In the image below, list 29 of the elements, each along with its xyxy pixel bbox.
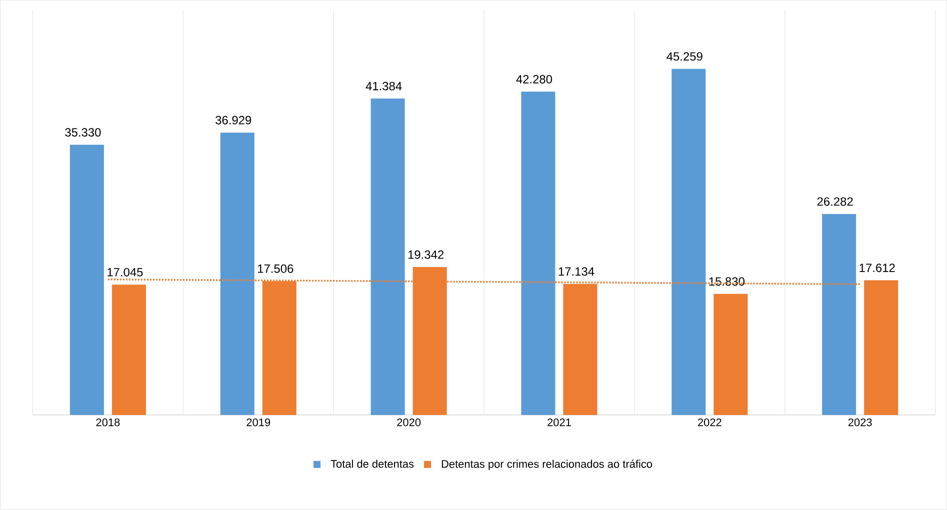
bar: [112, 284, 146, 416]
data-label: 42.280: [516, 75, 552, 84]
data-label: 17.134: [558, 267, 594, 276]
bar: [370, 98, 405, 416]
x-tick-label: 2018: [96, 418, 120, 426]
bar: [822, 214, 856, 416]
x-tick-label: 2022: [698, 418, 722, 426]
data-label: 17.506: [258, 264, 294, 274]
data-label: 36.929: [216, 116, 252, 125]
bar: [521, 92, 556, 416]
data-label: 19.342: [408, 250, 444, 259]
bar: [864, 280, 898, 416]
data-label: 15.830: [709, 277, 744, 286]
legend-label: Detentas por crimes relacionados ao tráfico: [442, 460, 652, 470]
data-label: 35.330: [65, 128, 101, 137]
bar: [672, 69, 706, 416]
x-tick-label: 2021: [548, 418, 571, 426]
data-label: 26.282: [817, 197, 853, 206]
data-label: 17.612: [860, 264, 895, 272]
data-label: 17.045: [108, 268, 143, 277]
legend-label: Total de detentas: [330, 460, 414, 468]
x-tick-label: 2023: [848, 418, 872, 426]
x-tick-label: 2019: [246, 418, 270, 426]
bar: [714, 294, 748, 416]
data-label: 45.259: [666, 52, 702, 61]
data-label: 41.384: [366, 82, 402, 90]
x-tick-label: 2020: [397, 418, 421, 426]
bar: [220, 132, 254, 416]
bar: [70, 144, 104, 416]
